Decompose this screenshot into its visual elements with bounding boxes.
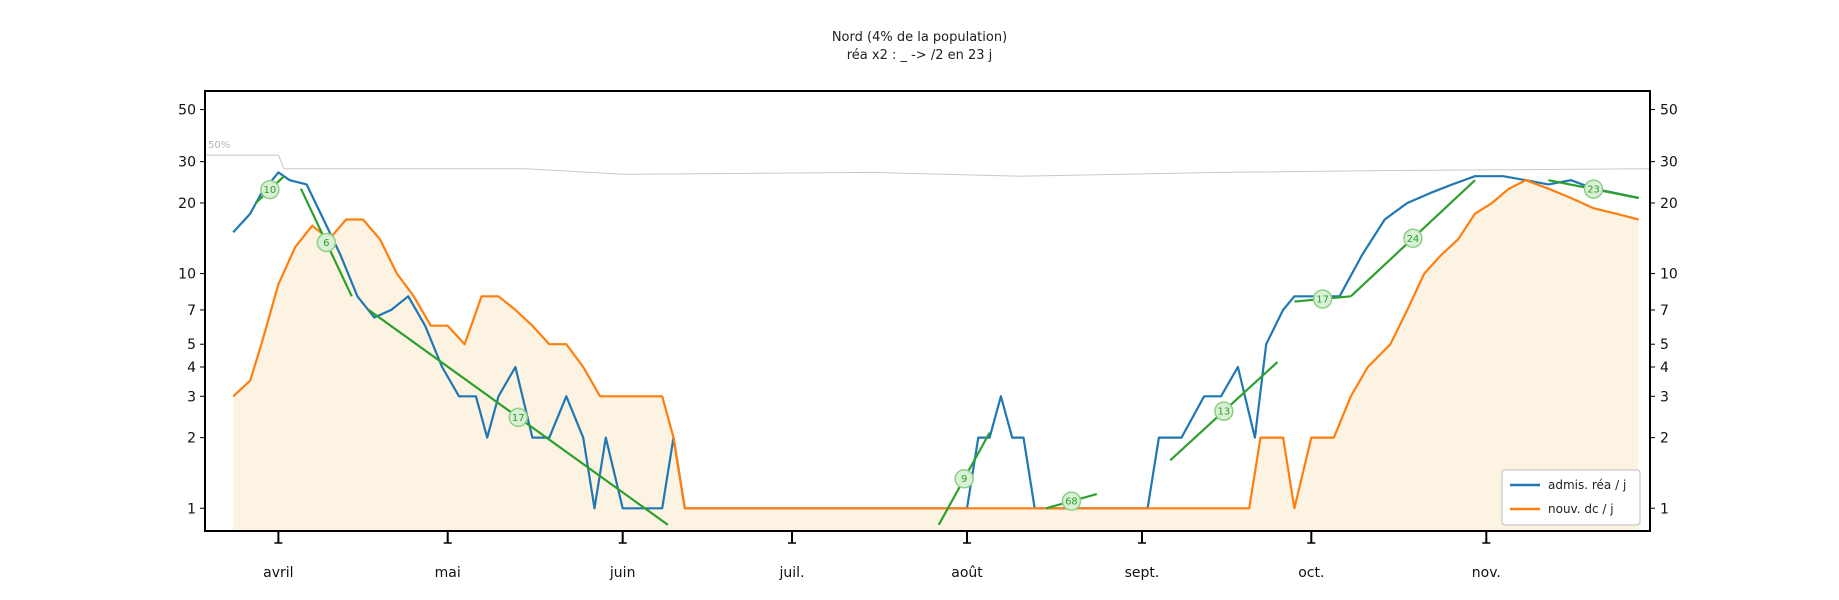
y-tick-label-left: 5: [187, 337, 196, 353]
x-tick-label: mai: [435, 565, 461, 581]
x-tick-label: août: [951, 565, 983, 581]
y-tick-label-right: 3: [1660, 389, 1669, 405]
x-tick-label: sept.: [1125, 565, 1160, 581]
y-tick-label-left: 50: [178, 103, 196, 119]
y-tick-label-left: 30: [178, 155, 196, 171]
x-tick-label: oct.: [1298, 565, 1324, 581]
fit-label-badge-5: [1061, 491, 1082, 511]
fit-label-3: 17: [512, 413, 525, 424]
y-tick-label-left: 4: [187, 360, 196, 376]
plot-frame: [204, 90, 1651, 532]
fit-label-9: 23: [1587, 185, 1600, 196]
fit-label-badge-9: [1583, 179, 1604, 199]
chart-title: Nord (4% de la population): [831, 30, 1008, 45]
legend: admis. réa / j nouv. dc / j: [1501, 469, 1641, 526]
y-tick-label-left: 7: [187, 303, 196, 319]
fit-label-badge-2: [316, 232, 337, 253]
fit-label-badge-6: [1214, 401, 1234, 421]
fit-label-2: 6: [323, 238, 329, 249]
threshold-layer: 50%: [205, 140, 1651, 177]
fit-label-7: 17: [1316, 294, 1329, 305]
background-fill-layer: [233, 180, 1639, 531]
y-tick-label-right: 5: [1660, 337, 1669, 353]
threshold-line: [205, 154, 1651, 177]
y-tick-label-left: 1: [187, 501, 196, 517]
y-tick-label-left: 3: [187, 389, 196, 405]
y-tick-label-left: 2: [187, 431, 196, 447]
y-tick-label-right: 10: [1660, 267, 1678, 283]
y-tick-label-left: 10: [178, 267, 196, 283]
y-tick-label-right: 2: [1660, 431, 1669, 447]
x-tick-label: juil.: [779, 565, 805, 581]
deaths-area-fill: [233, 180, 1639, 531]
x-tick-label: nov.: [1472, 565, 1501, 581]
fit-label-badge-8: [1403, 228, 1423, 249]
fit-label-badge-3: [508, 407, 529, 428]
y-tick-label-right: 4: [1660, 360, 1669, 376]
fit-label-1: 10: [264, 185, 277, 196]
y-tick-label-right: 50: [1660, 103, 1678, 119]
fit-label-badge-1: [260, 179, 280, 200]
legend-deaths-label: nouv. dc / j: [1548, 502, 1614, 516]
fit-label-badge-7: [1312, 289, 1333, 309]
y-tick-label-right: 7: [1660, 303, 1669, 319]
fit-label-badge-4: [954, 468, 974, 489]
series-line-deaths: [232, 179, 1639, 510]
x-tick-label: avril: [263, 565, 293, 581]
y-tick-label-right: 20: [1660, 196, 1678, 212]
series-layer: [232, 171, 1639, 510]
fit-label-8: 24: [1407, 234, 1420, 245]
y-tick-label-right: 30: [1660, 155, 1678, 171]
fit-layer: 10 6 17 9 68 13 17 24 23: [255, 175, 1639, 526]
y-tick-label-right: 1: [1660, 501, 1669, 517]
y-tick-label-left: 20: [178, 196, 196, 212]
x-tick-label: juin: [609, 565, 636, 581]
fit-label-4: 9: [961, 474, 967, 485]
fit-label-5: 68: [1065, 497, 1078, 508]
legend-admissions-label: admis. réa / j: [1548, 478, 1626, 492]
chart-subtitle: réa x2 : _ -> /2 en 23 j: [846, 48, 993, 63]
threshold-label: 50%: [208, 140, 230, 151]
fit-label-6: 13: [1217, 407, 1230, 418]
